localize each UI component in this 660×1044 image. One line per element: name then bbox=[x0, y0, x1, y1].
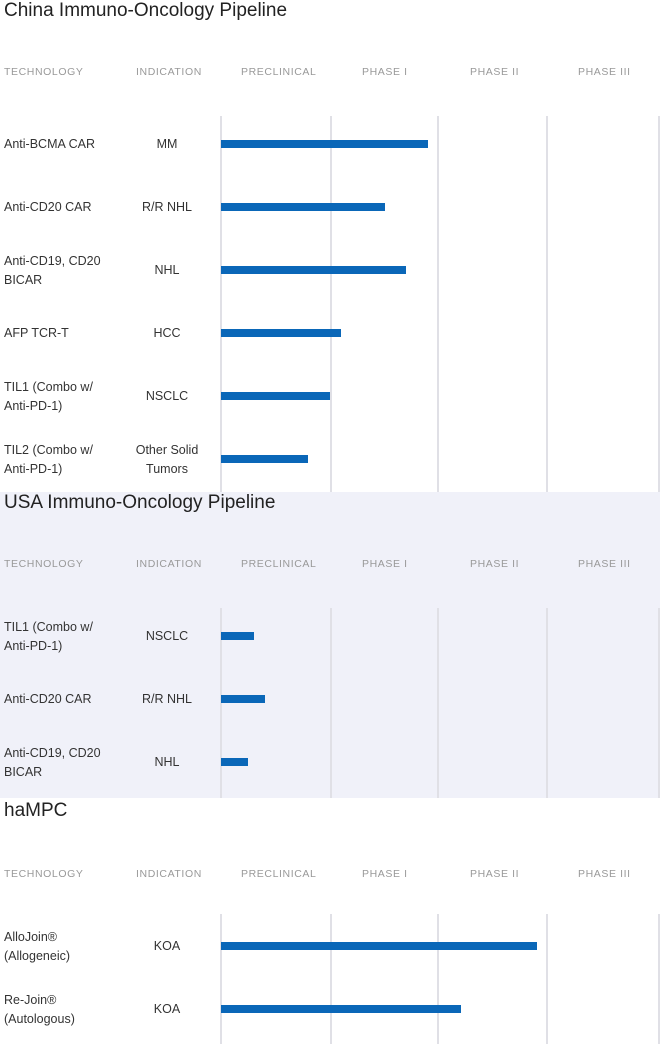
indication-label: NHL bbox=[154, 263, 180, 277]
indication-label: R/R NHL bbox=[141, 692, 192, 706]
stage-gridline bbox=[437, 608, 439, 798]
indication-label: NSCLC bbox=[145, 629, 189, 643]
stage-gridline bbox=[546, 914, 548, 1044]
progress-bar bbox=[221, 329, 341, 337]
technology-label: Anti-CD20 CAR bbox=[4, 692, 92, 706]
progress-bar bbox=[221, 695, 265, 703]
section-title: China Immuno-Oncology Pipeline bbox=[4, 0, 288, 21]
column-header: PHASE III bbox=[578, 558, 631, 570]
stage-gridline bbox=[330, 116, 332, 492]
column-header: INDICATION bbox=[136, 66, 202, 78]
progress-bar bbox=[221, 392, 330, 400]
stage-gridline bbox=[658, 914, 660, 1044]
indication-label: NSCLC bbox=[145, 389, 189, 403]
technology-label: Re-Join® (Autologous) bbox=[4, 993, 75, 1026]
stage-gridline bbox=[220, 608, 222, 798]
column-header: INDICATION bbox=[136, 558, 202, 570]
column-header: INDICATION bbox=[136, 868, 202, 880]
progress-bar bbox=[221, 203, 385, 211]
technology-label: Anti-CD19, CD20 BICAR bbox=[4, 254, 101, 287]
technology-label: TIL1 (Combo w/ Anti-PD-1) bbox=[4, 620, 93, 653]
progress-bar bbox=[221, 1005, 461, 1013]
stage-gridline bbox=[658, 608, 660, 798]
column-header: PHASE III bbox=[578, 868, 631, 880]
stage-gridline bbox=[437, 116, 439, 492]
indication-label: KOA bbox=[153, 1002, 181, 1016]
column-header: PHASE II bbox=[470, 66, 520, 78]
section-title: haMPC bbox=[4, 800, 68, 821]
technology-label: AlloJoin® (Allogeneic) bbox=[4, 930, 71, 963]
pipeline-section: haMPC TECHNOLOGY INDICATION PRECLINICAL PHAS… bbox=[0, 798, 660, 1044]
stage-gridline bbox=[437, 914, 439, 1044]
column-header: PHASE III bbox=[578, 66, 631, 78]
progress-bar bbox=[221, 632, 254, 640]
column-header: PRECLINICAL bbox=[241, 66, 317, 78]
indication-label: R/R NHL bbox=[141, 200, 192, 214]
stage-gridline bbox=[658, 116, 660, 492]
indication-label: MM bbox=[156, 137, 178, 151]
progress-bar bbox=[221, 758, 248, 766]
column-header: PRECLINICAL bbox=[241, 558, 317, 570]
indication-label: NHL bbox=[154, 755, 180, 769]
progress-bar bbox=[221, 455, 308, 463]
column-header: PRECLINICAL bbox=[241, 868, 317, 880]
column-header: TECHNOLOGY bbox=[4, 66, 84, 78]
column-header: PHASE II bbox=[470, 558, 520, 570]
indication-label: HCC bbox=[153, 326, 181, 340]
technology-label: Anti-CD20 CAR bbox=[4, 200, 92, 214]
column-header: TECHNOLOGY bbox=[4, 558, 84, 570]
technology-label: Anti-CD19, CD20 BICAR bbox=[4, 746, 101, 779]
progress-bar bbox=[221, 140, 428, 148]
column-header: PHASE I bbox=[362, 558, 408, 570]
technology-label: AFP TCR-T bbox=[4, 326, 69, 340]
section-title: USA Immuno-Oncology Pipeline bbox=[4, 492, 276, 513]
progress-bar bbox=[221, 266, 406, 274]
stage-gridline bbox=[220, 914, 222, 1044]
technology-label: TIL1 (Combo w/ Anti-PD-1) bbox=[4, 380, 93, 413]
stage-gridline bbox=[330, 608, 332, 798]
stage-gridline bbox=[546, 608, 548, 798]
indication-label: Other Solid Tumors bbox=[135, 443, 199, 476]
technology-label: Anti-BCMA CAR bbox=[4, 137, 95, 151]
column-header: PHASE I bbox=[362, 66, 408, 78]
stage-gridline bbox=[330, 914, 332, 1044]
column-header: PHASE II bbox=[470, 868, 520, 880]
stage-gridline bbox=[546, 116, 548, 492]
stage-gridline bbox=[220, 116, 222, 492]
pipeline-section: USA Immuno-Oncology Pipeline TECHNOLOGY IN… bbox=[0, 492, 660, 798]
pipeline-section: China Immuno-Oncology Pipeline TECHNOLOGY… bbox=[0, 0, 660, 492]
indication-label: KOA bbox=[153, 939, 181, 953]
column-header: PHASE I bbox=[362, 868, 408, 880]
column-header: TECHNOLOGY bbox=[4, 868, 84, 880]
technology-label: TIL2 (Combo w/ Anti-PD-1) bbox=[4, 443, 93, 476]
progress-bar bbox=[221, 942, 537, 950]
